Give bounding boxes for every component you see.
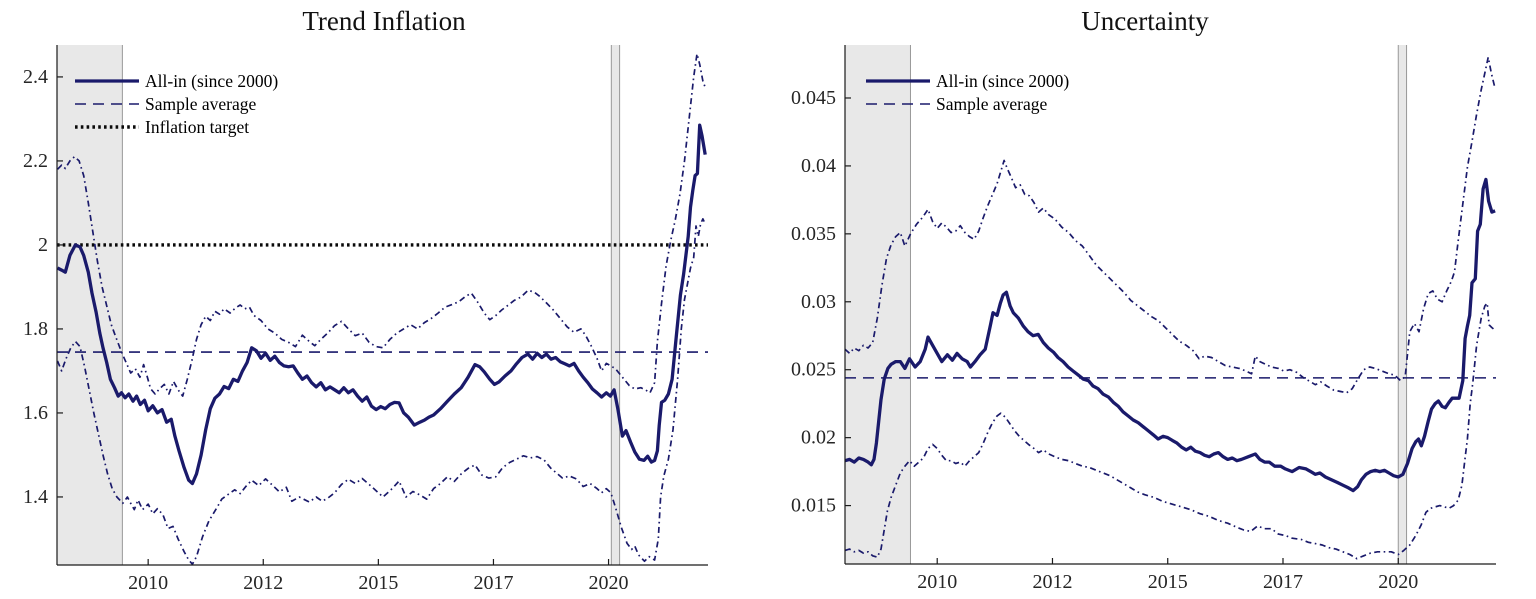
series-lower-band (56, 218, 706, 566)
y-tick-label: 0.035 (791, 223, 836, 245)
recession-band (57, 45, 123, 565)
x-tick-label: 2015 (1148, 571, 1188, 593)
x-tick-label: 2012 (243, 572, 283, 594)
legend-label: Sample average (145, 94, 256, 114)
x-tick-label: 2020 (589, 572, 629, 594)
y-tick-label: 0.025 (791, 359, 836, 381)
x-tick-label: 2020 (1378, 571, 1418, 593)
chart-title-trend-inflation: Trend Inflation (302, 6, 466, 36)
x-tick-label: 2017 (473, 572, 513, 594)
y-tick-label: 2 (38, 234, 48, 256)
legend-label: Sample average (936, 94, 1047, 114)
series-lower-band (844, 302, 1496, 560)
y-tick-label: 0.04 (801, 155, 836, 177)
recession-band (1398, 45, 1407, 564)
x-tick-label: 2017 (1263, 571, 1303, 593)
series-All-in (since 2000) (56, 123, 707, 486)
y-tick-label: 0.015 (791, 495, 836, 517)
y-tick-label: 1.6 (23, 402, 48, 424)
x-tick-label: 2015 (358, 572, 398, 594)
y-tick-label: 0.02 (801, 427, 836, 449)
chart-title-uncertainty: Uncertainty (1081, 6, 1209, 36)
y-tick-label: 0.03 (801, 291, 836, 313)
y-tick-label: 0.045 (791, 87, 836, 109)
recession-band (845, 45, 911, 564)
x-tick-label: 2010 (128, 572, 168, 594)
series-upper-band (56, 52, 706, 397)
y-tick-label: 1.4 (23, 486, 48, 508)
legend-label: Inflation target (145, 117, 249, 137)
y-tick-label: 1.8 (23, 318, 48, 340)
series-All-in (since 2000) (844, 177, 1496, 493)
legend-label: All-in (since 2000) (936, 71, 1069, 91)
legend-label: All-in (since 2000) (145, 71, 278, 91)
x-tick-label: 2010 (917, 571, 957, 593)
x-tick-label: 2012 (1032, 571, 1072, 593)
y-tick-label: 2.4 (23, 66, 48, 88)
recession-band (611, 45, 620, 565)
y-tick-label: 2.2 (23, 150, 48, 172)
